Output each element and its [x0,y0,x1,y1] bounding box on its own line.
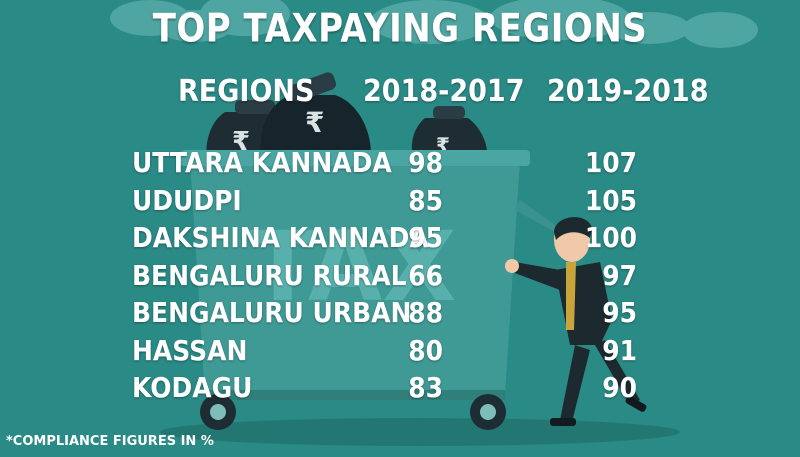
value-2018-2017: 98 [408,146,443,179]
value-2019-2018: 105 [584,183,637,216]
value-2018-2017: 80 [408,333,443,366]
region-name: BENGALURU RURAL [132,258,407,291]
value-2019-2018: 107 [584,146,637,179]
rupee-symbol: ₹ [232,127,250,157]
column-header-regions: REGIONS [178,74,315,109]
region-name: DAKSHINA KANNADA [132,221,429,254]
value-2019-2018: 97 [602,258,637,291]
value-2018-2017: 83 [408,371,443,404]
tax-bin-icon: TAX [180,150,555,430]
region-name: UTTARA KANNADA [132,146,392,179]
value-2018-2017: 85 [408,183,443,216]
region-name: BENGALURU URBAN [132,296,412,329]
bin-label: TAX [250,211,456,323]
region-name: HASSAN [132,333,248,366]
value-2019-2018: 90 [602,371,637,404]
footnote: *COMPLIANCE FIGURES IN % [6,434,214,449]
ground-shadow [160,418,680,446]
value-2018-2017: 88 [408,296,443,329]
table-row: UDUDPI 85 105 [0,184,800,222]
table-row: KODAGU 83 90 [0,371,800,409]
rupee-symbol: ₹ [305,106,324,139]
column-header-2018-2017: 2018-2017 [363,74,525,109]
businessman-icon [505,217,647,426]
table-row: BENGALURU RURAL 66 97 [0,259,800,297]
region-name: UDUDPI [132,183,242,216]
cloud-icon [110,0,758,48]
value-2018-2017: 95 [408,221,443,254]
table-row: HASSAN 80 91 [0,334,800,372]
table-row: DAKSHINA KANNADA 95 100 [0,221,800,259]
table-row: BENGALURU URBAN 88 95 [0,296,800,334]
value-2018-2017: 66 [408,258,443,291]
region-name: KODAGU [132,371,253,404]
chart-title: TOP TAXPAYING REGIONS [152,6,648,52]
value-2019-2018: 95 [602,296,637,329]
value-2019-2018: 100 [584,221,637,254]
table-row: UTTARA KANNADA 98 107 [0,146,800,184]
column-header-2019-2018: 2019-2018 [547,74,709,109]
value-2019-2018: 91 [602,333,637,366]
